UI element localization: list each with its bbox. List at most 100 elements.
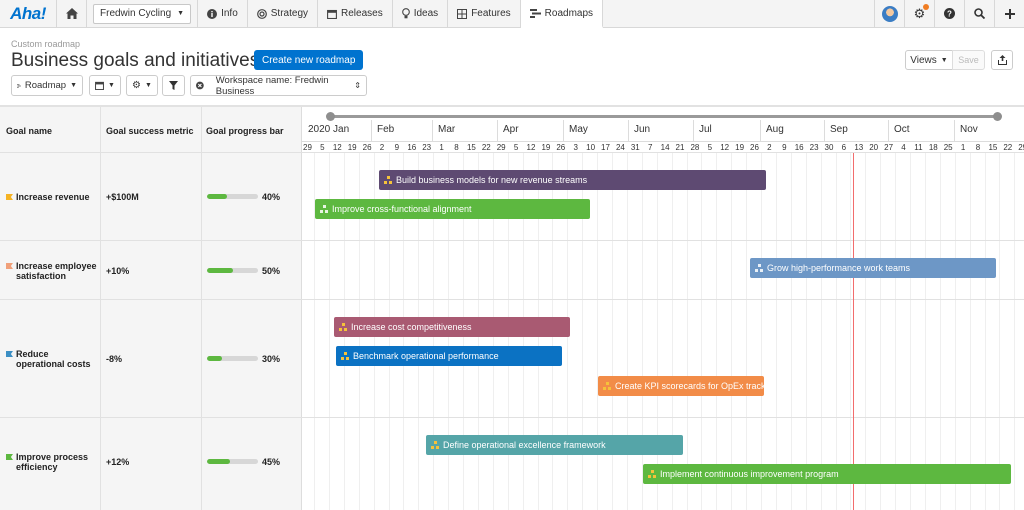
timeline-month-label: May [569, 124, 588, 135]
timeline-day-label: 19 [541, 143, 551, 152]
goal-name-label: Increase employee satisfaction [16, 261, 97, 281]
timeline-day-label: 19 [735, 143, 745, 152]
goal-name-label: Reduce operational costs [16, 349, 91, 369]
settings-dropdown[interactable]: ⚙ ▼ [126, 75, 158, 96]
goal-metric: +12% [106, 457, 130, 467]
workspace-select-box: Fredwin Cycling ▼ [93, 3, 192, 24]
chevron-down-icon: ▼ [177, 10, 185, 17]
search-button[interactable] [964, 0, 994, 27]
target-icon [256, 8, 267, 19]
timeline-month-separator [497, 120, 498, 142]
svg-text:?: ? [947, 9, 952, 18]
goal-progress-bar [207, 356, 258, 361]
timeline-day-label: 22 [1003, 143, 1013, 152]
slider-end-handle[interactable] [993, 112, 1002, 121]
tab-info[interactable]: Info [198, 0, 248, 27]
date-range-button[interactable]: ▼ [89, 75, 121, 96]
close-icon[interactable] [196, 81, 204, 90]
create-roadmap-button[interactable]: Create new roadmap [254, 50, 364, 70]
goal-row-increase-employee-satisfaction[interactable]: Increase employee satisfaction [6, 261, 98, 281]
lightbulb-icon [401, 8, 410, 19]
calendar-icon [95, 81, 104, 90]
timeline-day-label: 22 [481, 143, 491, 152]
home-button[interactable] [57, 0, 87, 27]
initiative-label: Improve cross-functional alignment [332, 204, 472, 214]
workspace-selector[interactable]: Fredwin Cycling ▼ [87, 0, 199, 27]
views-button[interactable]: Views ▼ [905, 50, 953, 70]
help-button[interactable]: ? [934, 0, 964, 27]
timeline-range-slider[interactable] [330, 115, 998, 118]
goal-progress-fill [207, 459, 230, 464]
timeline-month-label: Nov [960, 124, 978, 135]
tab-ideas[interactable]: Ideas [393, 0, 449, 27]
initiative-icon [320, 205, 328, 213]
initiative-bar[interactable]: Define operational excellence framework [426, 435, 683, 455]
view-type-select[interactable]: Roadmap ▼ [11, 75, 83, 96]
initiative-bar[interactable]: Create KPI scorecards for OpEx tracking [598, 376, 764, 396]
tab-info-label: Info [221, 8, 238, 19]
timeline-day-label: 7 [647, 143, 653, 152]
timeline-day-label: 30 [824, 143, 834, 152]
timeline-grid-line [746, 153, 748, 510]
initiative-bar[interactable]: Increase cost competitiveness [334, 317, 570, 337]
goal-row-reduce-operational-costs[interactable]: Reduce operational costs [6, 349, 98, 369]
goal-metric: +10% [106, 266, 130, 276]
profile-button[interactable] [874, 0, 904, 27]
filter-button[interactable] [162, 75, 185, 96]
nav-right-tools: ⚙ ? [874, 0, 1024, 27]
column-header-metric[interactable]: Goal success metric [106, 126, 194, 136]
timeline-grid-line [686, 153, 688, 510]
breadcrumb[interactable]: Custom roadmap [11, 39, 81, 49]
timeline-grid-line [805, 153, 807, 510]
goals-table [0, 107, 302, 510]
add-button[interactable] [994, 0, 1024, 27]
share-button[interactable] [991, 50, 1013, 70]
timeline-day-label: 16 [794, 143, 804, 152]
timeline-month-label: 2020 Jan [308, 124, 350, 135]
timeline-day-label: 3 [573, 143, 578, 152]
timeline-month-separator [432, 120, 433, 142]
initiative-bar[interactable]: Benchmark operational performance [336, 346, 562, 366]
tab-releases[interactable]: Releases [318, 0, 393, 27]
timeline-day-label: 2 [767, 143, 772, 152]
goal-progress-fill [207, 268, 233, 273]
timeline-grid-line [820, 153, 822, 510]
column-header-progress[interactable]: Goal progress bar [206, 126, 284, 136]
tab-features[interactable]: Features [448, 0, 521, 27]
tab-strategy[interactable]: Strategy [248, 0, 319, 27]
save-button[interactable]: Save [952, 50, 985, 70]
timeline-day-label: 5 [707, 143, 713, 152]
timeline-grid-line [954, 153, 956, 510]
column-header-goal-name[interactable]: Goal name [6, 126, 53, 136]
timeline-grid-line [835, 153, 837, 510]
grid-top-border [0, 105, 1024, 107]
goal-metric: +$100M [106, 192, 139, 202]
timeline-day-label: 18 [928, 143, 938, 152]
aha-logo[interactable]: Aha! [0, 0, 57, 27]
tab-releases-label: Releases [341, 8, 383, 19]
timeline-grid-line [701, 153, 703, 510]
initiative-bar[interactable]: Implement continuous improvement program [643, 464, 1011, 484]
timeline-grid-line [924, 153, 926, 510]
timeline-grid-line [582, 153, 584, 510]
timeline-day-label: 12 [526, 143, 536, 152]
timeline-month-separator [693, 120, 694, 142]
goal-row-increase-revenue[interactable]: Increase revenue [6, 192, 98, 202]
initiative-label: Increase cost competitiveness [351, 322, 472, 332]
timeline-month-divider [302, 141, 1024, 142]
goal-row-improve-process-efficiency[interactable]: Improve process efficiency [6, 452, 98, 472]
initiative-bar[interactable]: Build business models for new revenue st… [379, 170, 766, 190]
goal-progress-bar [207, 459, 258, 464]
timeline-day-label: 4 [901, 143, 906, 152]
timeline-day-label: 2 [379, 143, 385, 152]
settings-button[interactable]: ⚙ [904, 0, 934, 27]
slider-start-handle[interactable] [326, 112, 335, 121]
chevron-down-icon: ▼ [70, 82, 77, 89]
timeline-grid-line [761, 153, 762, 510]
timeline-day-label: 20 [869, 143, 879, 152]
tab-roadmaps[interactable]: Roadmaps [520, 0, 604, 28]
initiative-bar[interactable]: Grow high-performance work teams [750, 258, 996, 278]
workspace-filter[interactable]: Workspace name: Fredwin Business ⇕ [190, 75, 367, 97]
initiative-bar[interactable]: Improve cross-functional alignment [315, 199, 590, 219]
initiative-icon [341, 352, 349, 360]
